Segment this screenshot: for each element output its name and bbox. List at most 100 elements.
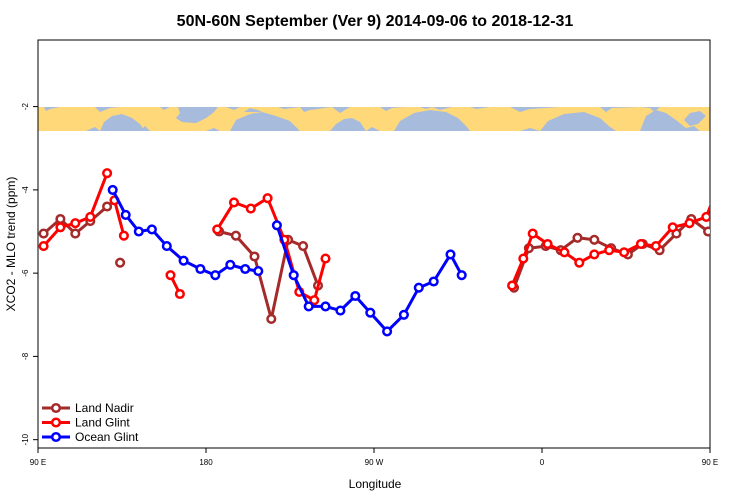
data-point bbox=[574, 257, 585, 268]
data-point bbox=[161, 241, 172, 252]
legend-marker bbox=[50, 402, 62, 414]
data-point bbox=[230, 230, 241, 241]
data-point bbox=[102, 201, 113, 212]
data-point bbox=[253, 266, 264, 277]
map-strip-blue-shapes bbox=[100, 108, 706, 131]
data-point bbox=[240, 263, 251, 275]
y-tick-label: -6 bbox=[21, 269, 30, 277]
data-point bbox=[527, 228, 538, 239]
data-point bbox=[320, 253, 331, 264]
data-point bbox=[542, 238, 553, 250]
data-point bbox=[70, 228, 81, 239]
data-point bbox=[320, 301, 331, 312]
data-point bbox=[428, 276, 439, 287]
data-point bbox=[619, 247, 630, 258]
data-point bbox=[271, 220, 282, 231]
series-ocean-glint bbox=[107, 184, 750, 337]
y-tick-label: -4 bbox=[21, 186, 30, 194]
data-point bbox=[195, 263, 206, 275]
y-tick-label: -10 bbox=[21, 433, 30, 445]
data-point bbox=[102, 168, 113, 179]
data-point bbox=[38, 241, 49, 252]
data-point bbox=[703, 226, 710, 237]
series-line bbox=[510, 203, 710, 287]
data-point bbox=[55, 222, 66, 233]
y-axis-label: XCO2 - MLO trend (ppm) bbox=[4, 177, 18, 312]
data-point bbox=[309, 295, 320, 306]
data-point bbox=[55, 213, 66, 225]
chart-title: 50N-60N September (Ver 9) 2014-09-06 to … bbox=[177, 13, 574, 30]
x-axis: 90 E 180 90 W 0 90 E bbox=[30, 448, 718, 467]
data-point bbox=[456, 270, 467, 281]
data-point bbox=[115, 257, 126, 268]
x-tick-label: 90 E bbox=[30, 458, 46, 467]
data-point bbox=[225, 259, 236, 270]
series-line bbox=[113, 199, 126, 237]
data-point bbox=[146, 224, 157, 235]
data-point bbox=[178, 255, 189, 266]
data-point bbox=[507, 280, 518, 291]
y-tick-label: -8 bbox=[21, 352, 30, 360]
data-point bbox=[245, 203, 256, 214]
map-strip-land bbox=[38, 107, 710, 131]
y-tick-label: -2 bbox=[21, 103, 30, 111]
data-point bbox=[684, 218, 695, 229]
data-point bbox=[70, 218, 81, 229]
data-point bbox=[738, 203, 746, 211]
data-point bbox=[266, 313, 277, 324]
data-point bbox=[210, 270, 221, 281]
data-point bbox=[559, 247, 570, 258]
series-land-glint bbox=[38, 168, 750, 306]
data-point bbox=[120, 209, 131, 220]
data-point bbox=[118, 230, 129, 241]
data-point bbox=[413, 282, 424, 293]
data-point bbox=[212, 224, 223, 235]
legend-item: Ocean Glint bbox=[42, 430, 139, 444]
data-point bbox=[335, 305, 346, 316]
data-point bbox=[721, 217, 729, 225]
data-point bbox=[719, 169, 727, 177]
map-strip bbox=[38, 107, 710, 131]
data-point bbox=[85, 211, 96, 222]
x-tick-label: 180 bbox=[199, 458, 213, 467]
data-point bbox=[667, 222, 678, 233]
data-point bbox=[445, 249, 456, 260]
data-point bbox=[365, 307, 376, 318]
data-point bbox=[288, 270, 299, 281]
data-point bbox=[589, 249, 600, 260]
data-point bbox=[298, 241, 309, 252]
data-point bbox=[650, 241, 661, 252]
data-point bbox=[701, 211, 710, 222]
legend-label: Ocean Glint bbox=[75, 430, 139, 444]
data-point bbox=[745, 197, 750, 205]
y-axis: -2 -4 -6 -8 -10 bbox=[21, 103, 38, 445]
legend-marker bbox=[50, 431, 62, 443]
data-point bbox=[350, 290, 361, 302]
data-point bbox=[228, 197, 240, 208]
series-layer bbox=[38, 168, 750, 337]
data-point bbox=[604, 245, 615, 256]
data-point bbox=[262, 193, 273, 204]
series-land-nadir bbox=[38, 201, 746, 324]
x-axis-label: Longitude bbox=[349, 477, 402, 491]
legend-item: Land Glint bbox=[42, 416, 130, 430]
data-point bbox=[38, 228, 49, 239]
data-point bbox=[518, 253, 529, 264]
legend-marker bbox=[50, 417, 62, 428]
x-tick-label: 90 E bbox=[702, 458, 718, 467]
legend-item: Land Nadir bbox=[42, 401, 134, 415]
legend-label: Land Nadir bbox=[75, 401, 134, 415]
data-point bbox=[398, 309, 409, 320]
data-point bbox=[744, 186, 750, 194]
data-point bbox=[249, 251, 260, 262]
data-point bbox=[174, 288, 185, 300]
data-point bbox=[635, 238, 646, 250]
data-point bbox=[107, 184, 118, 195]
x-tick-label: 0 bbox=[540, 458, 545, 467]
data-point bbox=[572, 232, 583, 243]
data-point bbox=[382, 326, 393, 337]
data-point bbox=[589, 234, 600, 245]
data-point bbox=[303, 301, 314, 312]
